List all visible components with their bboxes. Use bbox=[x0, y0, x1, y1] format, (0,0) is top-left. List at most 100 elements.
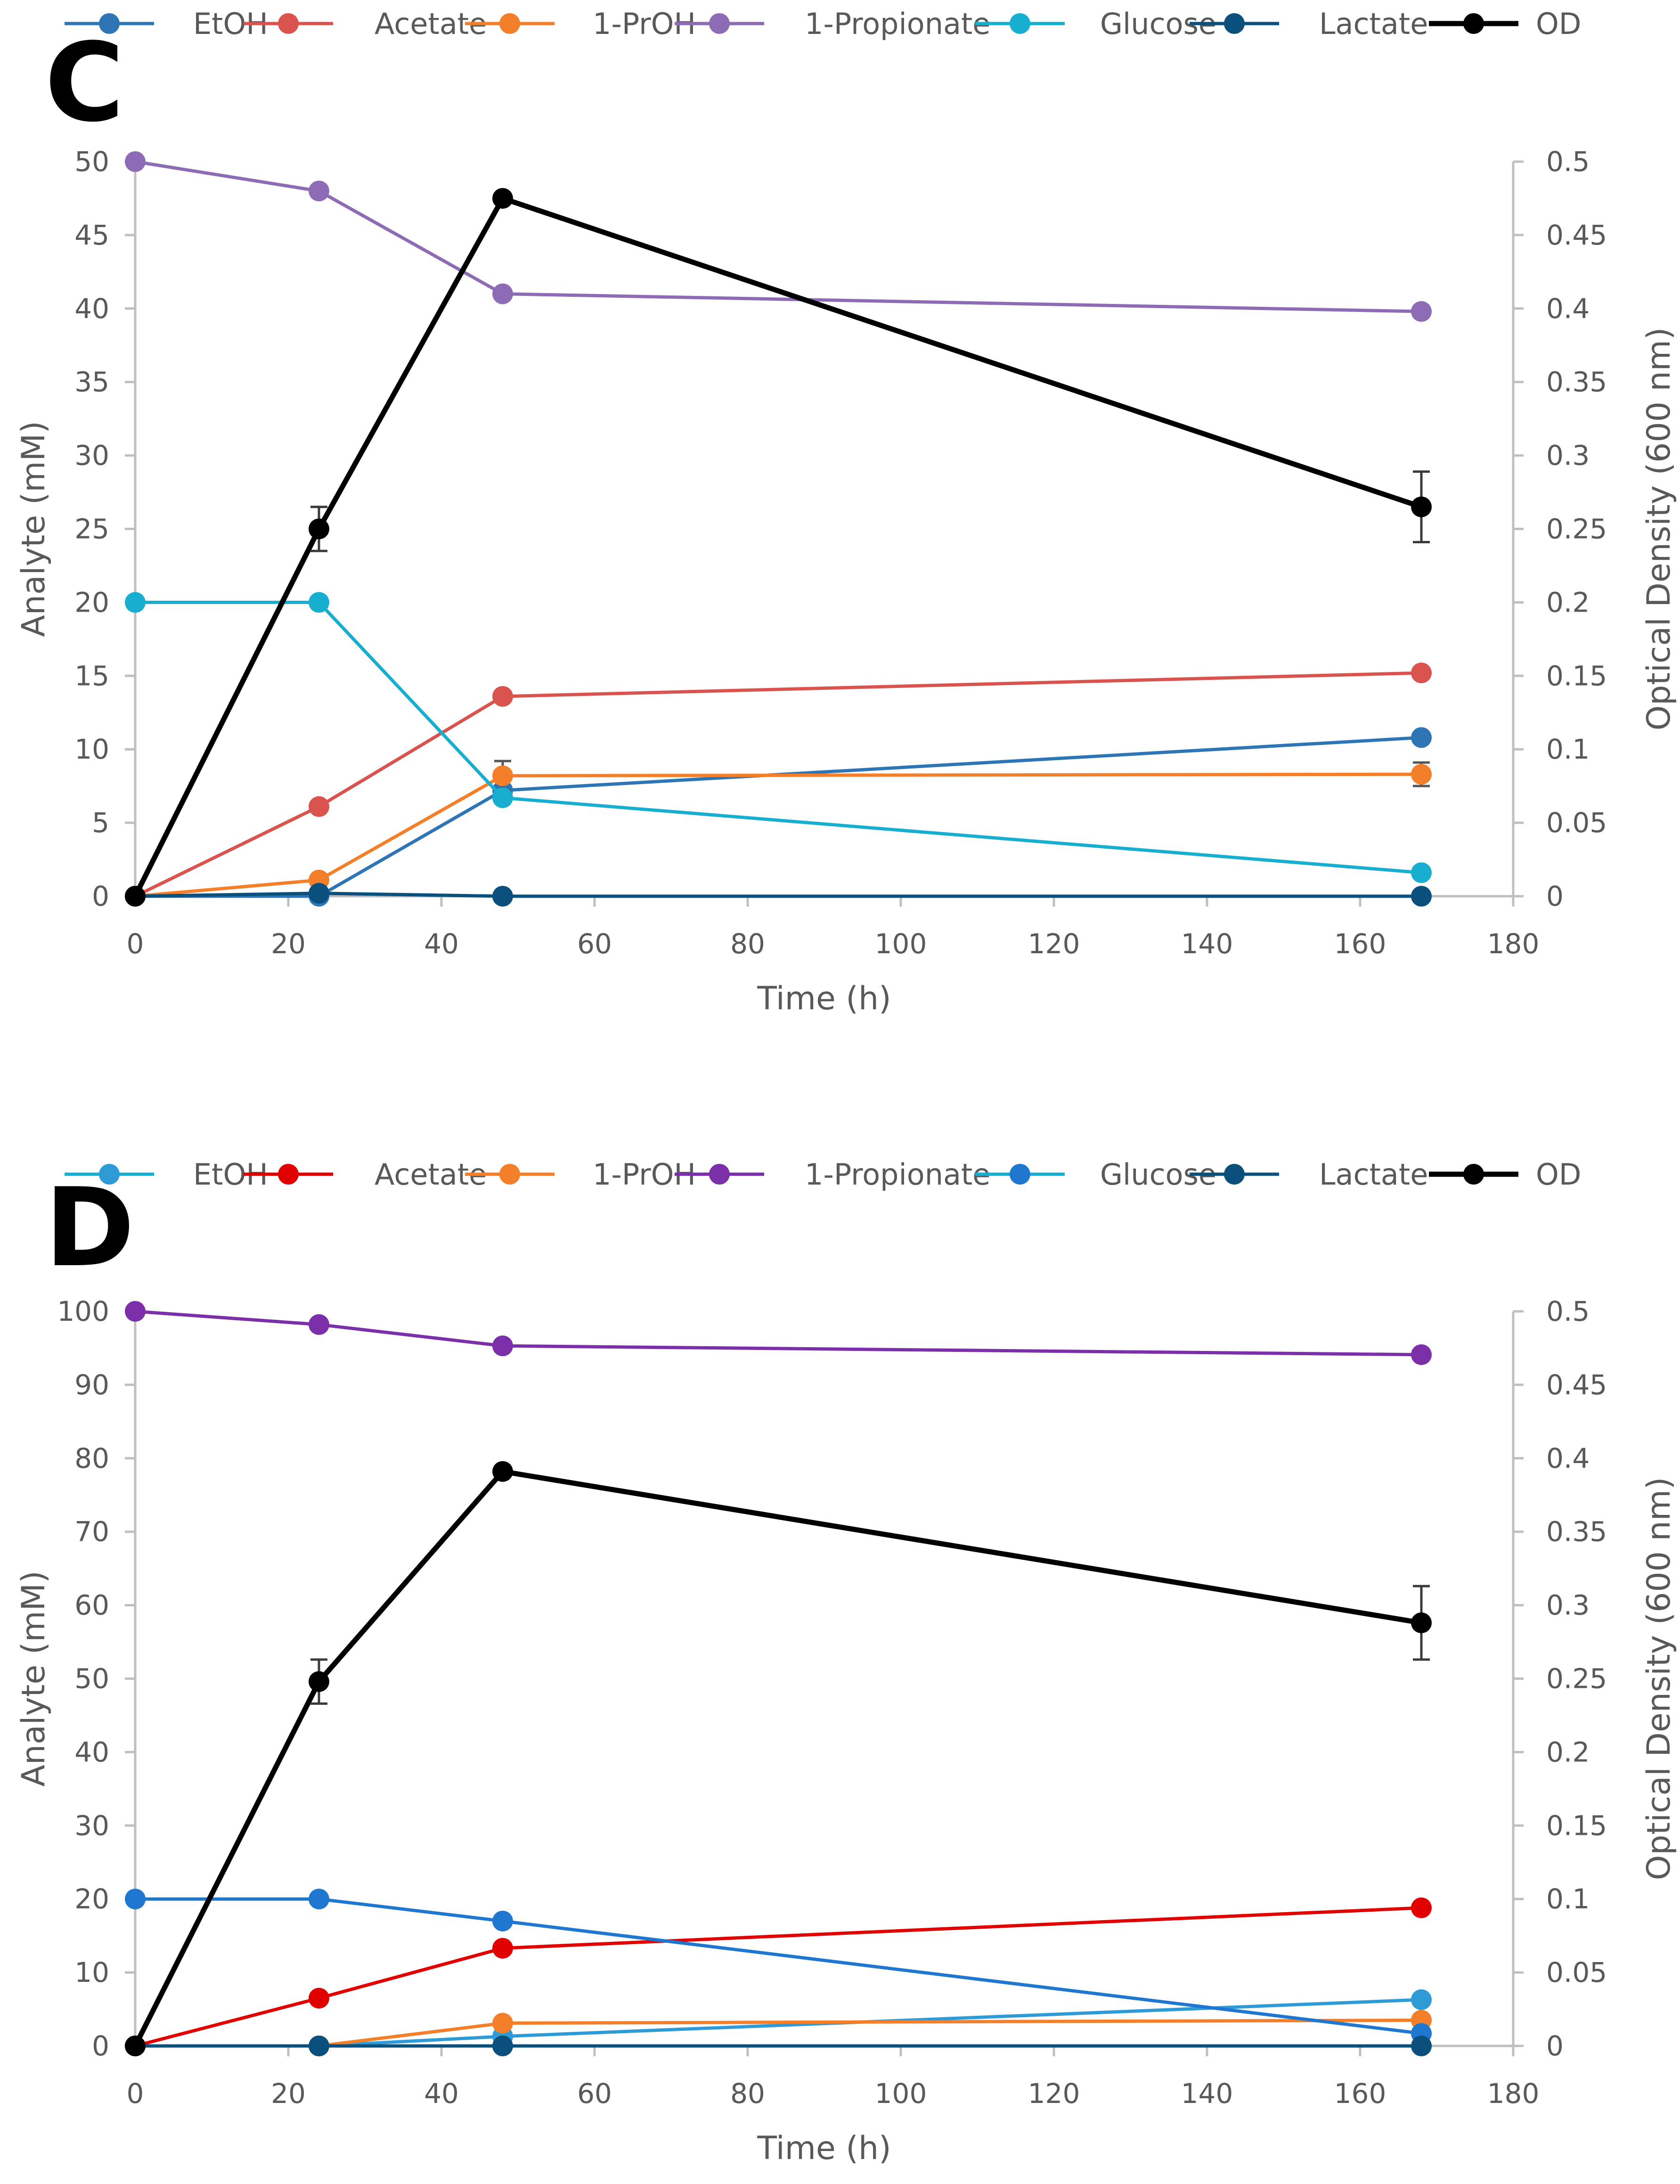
y-tick-label: 60 bbox=[74, 1589, 109, 1621]
series-line bbox=[135, 1309, 1422, 1357]
data-point bbox=[125, 2036, 146, 2056]
x-axis-title: Time (h) bbox=[757, 2130, 891, 2167]
legend-marker bbox=[1463, 13, 1484, 34]
y-tick-label: 70 bbox=[74, 1516, 109, 1548]
data-point bbox=[1411, 1344, 1432, 1365]
legend-marker bbox=[499, 13, 520, 34]
y2-tick-label: 0.45 bbox=[1546, 219, 1607, 251]
y-axis-title: Analyte (mM) bbox=[15, 421, 52, 637]
data-point bbox=[492, 188, 513, 209]
panel-label: D bbox=[45, 1165, 135, 1291]
series-1-propionate bbox=[125, 151, 1432, 322]
y-tick-label: 20 bbox=[74, 1883, 109, 1915]
series-od bbox=[125, 1461, 1432, 2056]
legend-marker bbox=[1224, 13, 1245, 34]
y2-tick-label: 0.25 bbox=[1546, 1663, 1607, 1695]
y2-tick-label: 0.2 bbox=[1546, 586, 1590, 618]
series-od bbox=[125, 188, 1432, 907]
legend-marker bbox=[1010, 13, 1030, 34]
data-point bbox=[1411, 1612, 1432, 1634]
series-line bbox=[135, 1897, 1422, 2035]
data-point bbox=[309, 180, 329, 202]
y2-axis-title: Optical Density (600 nm) bbox=[1640, 1477, 1678, 1881]
data-point bbox=[1411, 1989, 1432, 2010]
y-tick-label: 25 bbox=[74, 513, 109, 545]
data-point bbox=[1411, 2036, 1432, 2056]
x-tick-label: 100 bbox=[875, 928, 927, 960]
legend: EtOH Acetate 1-PrOH 1-Propionate Glucose Lact… bbox=[65, 7, 1582, 41]
y2-tick-label: 0.05 bbox=[1546, 807, 1607, 839]
y-axis-title: Analyte (mM) bbox=[15, 1571, 52, 1787]
series-lactate bbox=[125, 883, 1432, 907]
y-tick-label: 45 bbox=[74, 219, 109, 251]
x-tick-label: 120 bbox=[1028, 2078, 1080, 2110]
data-point bbox=[1411, 886, 1432, 907]
y-tick-label: 15 bbox=[74, 660, 109, 692]
series-line bbox=[135, 160, 1422, 313]
y-tick-label: 40 bbox=[74, 1736, 109, 1768]
legend-marker bbox=[709, 13, 730, 34]
legend-marker bbox=[1224, 1164, 1245, 1185]
x-tick-label: 60 bbox=[577, 928, 612, 960]
y2-tick-label: 0.15 bbox=[1546, 1809, 1607, 1841]
data-point bbox=[492, 1910, 513, 1931]
data-point bbox=[492, 765, 513, 786]
y-tick-label: 10 bbox=[74, 1956, 109, 1988]
chart-panel-c: C EtOH Acetate 1-PrOH 1-Propionate Glucose Lac… bbox=[15, 7, 1678, 1017]
x-tick-label: 20 bbox=[271, 2078, 306, 2110]
legend-marker bbox=[499, 1164, 520, 1185]
y2-tick-label: 0.4 bbox=[1546, 293, 1590, 325]
y-tick-label: 30 bbox=[74, 440, 109, 472]
axes: 0 10 20 30 40 50 60 70 80 90 100 0 0.05 0.1 0.15 0.2 0.2… bbox=[57, 1295, 1607, 2110]
x-tick-label: 80 bbox=[730, 2078, 765, 2110]
legend-marker bbox=[709, 1164, 730, 1185]
data-point bbox=[492, 1938, 513, 1959]
y-tick-label: 30 bbox=[74, 1809, 109, 1841]
x-tick-label: 180 bbox=[1487, 928, 1540, 960]
legend-marker bbox=[99, 13, 120, 34]
y-tick-label: 100 bbox=[57, 1295, 109, 1327]
y-tick-label: 0 bbox=[92, 2030, 109, 2062]
series-line bbox=[133, 1469, 1422, 2047]
y2-tick-label: 0.35 bbox=[1546, 1516, 1607, 1548]
data-point bbox=[1411, 727, 1432, 748]
y2-tick-label: 0.1 bbox=[1546, 1883, 1590, 1915]
series-line bbox=[135, 600, 1422, 875]
y-tick-label: 50 bbox=[74, 146, 109, 178]
legend-label: 1-Propionate bbox=[805, 1157, 990, 1192]
y2-tick-label: 0.4 bbox=[1546, 1442, 1590, 1474]
data-point bbox=[1411, 1897, 1432, 1918]
y2-tick-label: 0.2 bbox=[1546, 1736, 1590, 1768]
x-tick-label: 160 bbox=[1334, 2078, 1386, 2110]
data-point bbox=[309, 1314, 329, 1335]
data-point bbox=[309, 518, 329, 540]
x-tick-label: 180 bbox=[1487, 2078, 1540, 2110]
y2-tick-label: 0.1 bbox=[1546, 733, 1590, 765]
data-point bbox=[309, 1988, 329, 2009]
y2-tick-label: 0.15 bbox=[1546, 660, 1607, 692]
data-point bbox=[309, 1671, 329, 1692]
x-tick-label: 20 bbox=[271, 928, 306, 960]
panel-label: C bbox=[45, 20, 124, 146]
data-point bbox=[1411, 764, 1432, 785]
data-point bbox=[492, 686, 513, 707]
series-glucose bbox=[125, 592, 1432, 883]
y-tick-label: 40 bbox=[74, 293, 109, 325]
y2-tick-label: 0.45 bbox=[1546, 1369, 1607, 1401]
series-lactate bbox=[125, 2036, 1432, 2056]
y2-tick-label: 0.3 bbox=[1546, 1589, 1590, 1621]
y-tick-label: 0 bbox=[92, 880, 109, 912]
data-point bbox=[309, 883, 329, 904]
x-tick-label: 120 bbox=[1028, 928, 1080, 960]
series-acetate bbox=[125, 1897, 1432, 2056]
legend: EtOH Acetate 1-PrOH 1-Propionate Glucose Lact… bbox=[65, 1157, 1582, 1192]
data-point bbox=[492, 1335, 513, 1357]
series-line bbox=[135, 736, 1422, 898]
x-tick-label: 0 bbox=[127, 928, 144, 960]
data-point bbox=[125, 1301, 146, 1322]
x-tick-label: 80 bbox=[730, 928, 765, 960]
data-point bbox=[309, 2036, 329, 2056]
data-point bbox=[492, 2036, 513, 2056]
data-point bbox=[492, 787, 513, 809]
data-point bbox=[309, 1889, 329, 1910]
